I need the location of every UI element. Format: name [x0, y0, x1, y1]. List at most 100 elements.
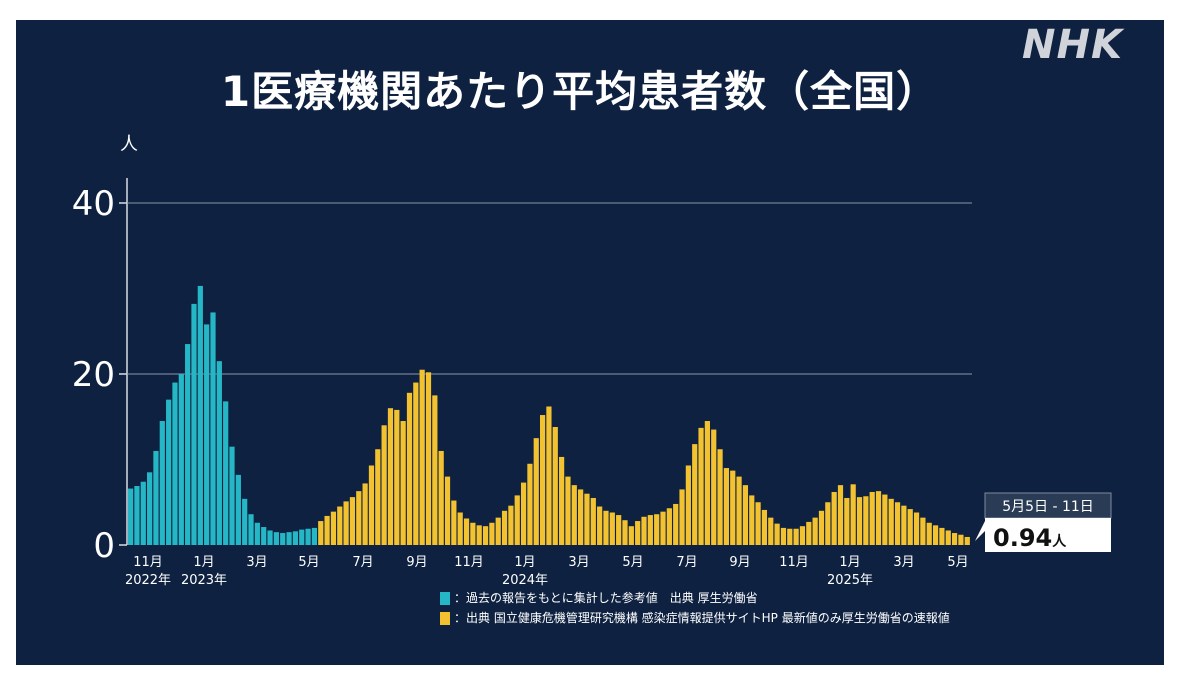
bar-official: [584, 493, 590, 545]
bar-reference: [273, 532, 279, 545]
legend-label-official: ：出典 国立健康危機管理研究機構 感染症情報提供サイトHP 最新値のみ厚生労働省…: [454, 611, 950, 625]
bar-official: [552, 427, 558, 545]
bar-reference: [242, 498, 248, 545]
bar-official: [337, 506, 343, 545]
bar-official: [749, 495, 755, 545]
bar-official: [654, 514, 660, 545]
bar-official: [432, 395, 438, 546]
bar-official: [704, 421, 710, 545]
x-tick-label: 5月: [622, 555, 643, 570]
x-tick-label: 11月: [454, 555, 484, 570]
bar-reference: [210, 312, 216, 545]
bar-official: [628, 526, 634, 545]
bar-official: [818, 510, 825, 545]
bar-official: [913, 512, 920, 545]
bar-official: [597, 506, 603, 545]
bar-reference: [204, 324, 210, 545]
x-tick-label: 1月: [193, 555, 214, 570]
year-label: 2022年: [125, 573, 171, 588]
x-tick-label: 9月: [406, 555, 427, 570]
bar-reference: [153, 450, 159, 545]
bar-official: [806, 521, 812, 545]
legend-item-reference: ：過去の報告をもとに集計した参考値 出典 厚生労働省: [440, 590, 758, 606]
bar-official: [590, 497, 596, 545]
bar-official: [768, 517, 774, 545]
bar-reference: [280, 533, 286, 545]
bar-official: [324, 515, 330, 545]
x-tick-label: 5月: [947, 555, 968, 570]
bar-official: [774, 523, 780, 546]
bar-official: [457, 512, 463, 545]
y-tick-label: 20: [72, 355, 115, 395]
bar-official: [951, 533, 958, 545]
legend-swatch-reference: [440, 592, 450, 605]
bar-official: [425, 372, 432, 545]
bar-official: [882, 494, 888, 545]
bar-official: [692, 444, 698, 545]
bar-reference: [223, 401, 229, 545]
x-tick-label: 3月: [568, 555, 589, 570]
bar-official: [755, 502, 761, 545]
bar-official: [673, 503, 679, 545]
x-tick-label: 5月: [298, 555, 319, 570]
x-tick-label: 3月: [893, 555, 914, 570]
bar-official: [539, 415, 546, 545]
bar-reference: [235, 474, 241, 545]
bar-official: [482, 526, 489, 545]
bar-official: [508, 505, 514, 545]
bar-official: [400, 421, 406, 545]
bar-official: [356, 491, 362, 545]
x-tick-label: 7月: [352, 555, 373, 570]
callout-value-box: [985, 518, 1111, 552]
bar-official: [387, 408, 394, 545]
bar-official: [394, 409, 400, 545]
bar-reference: [248, 514, 254, 545]
bar-reference: [185, 344, 191, 545]
bar-reference: [299, 529, 305, 545]
bar-official: [812, 517, 818, 545]
bar-reference: [140, 481, 146, 545]
bar-reference: [172, 382, 178, 545]
bar-reference: [159, 421, 165, 545]
nhk-logo: NHK: [1022, 22, 1123, 68]
bar-official: [894, 502, 901, 545]
bar-official: [362, 483, 368, 545]
y-tick-label: 40: [72, 184, 115, 224]
bar-official: [571, 485, 577, 545]
bar-reference: [229, 446, 235, 545]
bar-reference: [191, 303, 197, 545]
bar-official: [945, 530, 951, 545]
bar-official: [489, 522, 495, 545]
bar-official: [565, 476, 571, 545]
bar-official: [666, 508, 672, 545]
bar-official: [559, 456, 565, 545]
bar-official: [470, 522, 476, 545]
bar-official: [698, 427, 704, 545]
bar-reference: [305, 528, 311, 545]
bar-reference: [292, 531, 298, 545]
bar-reference: [197, 285, 203, 545]
x-tick-label: 9月: [729, 555, 750, 570]
bar-official: [495, 517, 501, 545]
callout-date-box: [984, 492, 1112, 519]
bar-official: [850, 484, 856, 545]
bar-official: [761, 509, 768, 545]
bar-official: [622, 520, 628, 545]
bar-official: [875, 491, 882, 545]
bar-reference: [216, 361, 222, 545]
bar-official: [964, 536, 970, 545]
bar-official: [837, 485, 844, 545]
bar-reference: [261, 527, 267, 545]
y-tick-label: 0: [93, 526, 115, 566]
bar-official: [825, 502, 831, 545]
bar-official: [318, 521, 324, 545]
bar-official: [844, 497, 850, 545]
bar-official: [419, 369, 425, 545]
bar-official: [641, 516, 647, 545]
bar-official: [514, 495, 520, 545]
x-tick-label: 11月: [779, 555, 809, 570]
bar-official: [501, 510, 508, 545]
bar-official: [343, 501, 349, 545]
bar-reference: [128, 488, 134, 545]
